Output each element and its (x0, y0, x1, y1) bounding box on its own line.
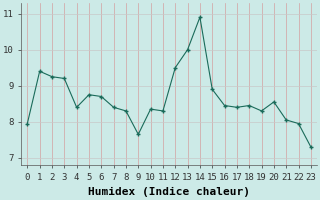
X-axis label: Humidex (Indice chaleur): Humidex (Indice chaleur) (88, 187, 250, 197)
